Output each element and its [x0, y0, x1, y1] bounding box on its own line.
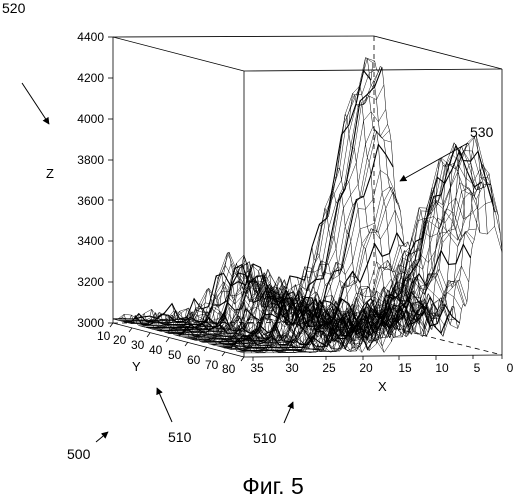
- z-axis: 3000 3200 3400 3600 3800 4000 4200 4400 …: [46, 30, 113, 330]
- ref-510-label-y: 510: [168, 429, 192, 445]
- x-tick-label: 5: [474, 361, 481, 375]
- z-tick-label: 3200: [77, 275, 104, 289]
- mesh-line-x: [130, 124, 388, 323]
- x-axis-title: X: [378, 379, 387, 394]
- z-tick-label: 4200: [77, 71, 104, 85]
- z-tick-label: 4000: [77, 112, 104, 126]
- ref-500-arrow: [96, 432, 108, 442]
- z-tick-label: 3800: [77, 153, 104, 167]
- ref-510-arrow-x: [284, 402, 293, 423]
- y-tick-label: 70: [205, 358, 219, 372]
- x-tick-label: 25: [322, 361, 336, 375]
- z-tick-label: 3400: [77, 234, 104, 248]
- ref-510-arrow-y: [157, 388, 172, 422]
- y-tick-label: 60: [187, 353, 201, 367]
- y-tick-label: 40: [149, 343, 163, 357]
- box-edge: [113, 37, 244, 71]
- ref-520-arrow: [22, 83, 49, 124]
- y-tick-label: 50: [168, 348, 182, 362]
- z-tick-label: 4400: [77, 30, 104, 44]
- ref-520-label: 520: [2, 0, 26, 16]
- y-tick-label: 20: [113, 333, 127, 347]
- box-edge: [374, 36, 502, 69]
- z-tick-label: 3000: [77, 316, 104, 330]
- x-tick-label: 35: [250, 361, 264, 375]
- x-tick-label: 10: [435, 361, 449, 375]
- y-axis-title: Y: [132, 359, 141, 374]
- x-axis: 35 30 25 20 15 10 5 0 X: [250, 355, 513, 394]
- box-edge: [113, 36, 374, 37]
- y-tick-label: 30: [131, 338, 145, 352]
- surface-mesh: [113, 58, 502, 353]
- box-edge: [244, 69, 502, 71]
- y-tick-label: 80: [222, 362, 236, 376]
- ref-510-label-x: 510: [253, 430, 277, 446]
- ref-500-label: 500: [67, 446, 91, 462]
- x-tick-label: 0: [507, 361, 514, 375]
- y-tick-label: 10: [97, 329, 111, 343]
- z-tick-label: 3600: [77, 194, 104, 208]
- mesh-line-x: [141, 187, 399, 326]
- z-axis-title: Z: [46, 166, 54, 181]
- box-edge: [244, 355, 502, 357]
- figure-caption: Фиг. 5: [242, 473, 304, 499]
- ref-530-label: 530: [470, 124, 494, 140]
- x-tick-label: 15: [398, 361, 412, 375]
- x-tick-label: 30: [285, 361, 299, 375]
- mesh-line-x: [117, 58, 375, 320]
- x-tick-label: 20: [359, 361, 373, 375]
